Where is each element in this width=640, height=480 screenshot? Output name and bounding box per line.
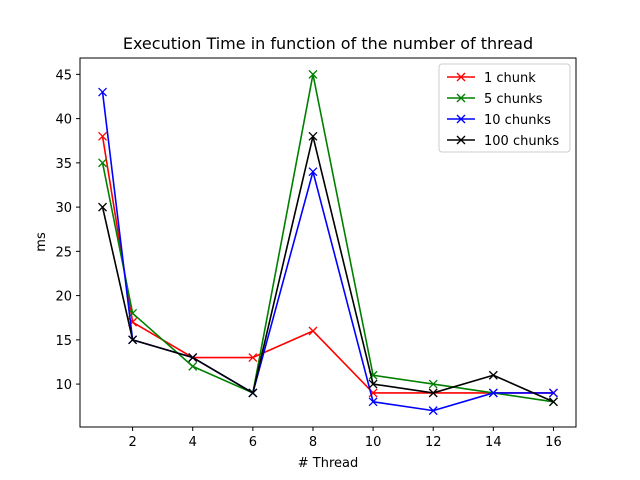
data-point (368, 379, 378, 389)
y-tick-label: 20 (55, 290, 72, 305)
x-tick-label: 12 (425, 435, 442, 450)
series-layer (98, 69, 558, 416)
y-axis: 10 15 20 25 30 35 40 45 (55, 68, 80, 393)
data-point (548, 388, 558, 398)
x-tick-label: 2 (128, 435, 136, 450)
data-point (98, 202, 108, 212)
data-point (248, 388, 258, 398)
data-point (308, 69, 318, 79)
data-point (368, 397, 378, 407)
legend-marker (456, 72, 466, 82)
legend-marker (456, 135, 466, 145)
series-3 (98, 131, 558, 407)
y-tick-label: 15 (55, 334, 72, 349)
x-tick-label: 16 (545, 435, 562, 450)
legend-marker (456, 93, 466, 103)
legend-marker (456, 114, 466, 124)
data-point (488, 370, 498, 380)
y-tick-label: 30 (55, 201, 72, 216)
y-tick-label: 45 (55, 68, 72, 83)
data-point (308, 131, 318, 141)
y-tick-label: 25 (55, 245, 72, 260)
data-point (488, 388, 498, 398)
y-tick-label: 40 (55, 113, 72, 128)
x-tick-label: 14 (485, 435, 502, 450)
legend-label: 100 chunks (484, 134, 559, 149)
plot-area (79, 57, 577, 428)
chart-title: Execution Time in function of the number… (123, 34, 533, 53)
data-point (98, 131, 108, 141)
data-point (428, 388, 438, 398)
y-tick-label: 35 (55, 157, 72, 172)
x-tick-label: 10 (365, 435, 382, 450)
data-point (128, 335, 138, 345)
x-tick-label: 4 (189, 435, 197, 450)
data-point (308, 326, 318, 336)
y-tick-label: 10 (55, 378, 72, 393)
x-tick-label: 8 (309, 435, 317, 450)
x-axis: 2 4 6 8 10 12 14 16 (128, 427, 562, 450)
data-point (428, 379, 438, 389)
data-point (188, 361, 198, 371)
legend-label: 10 chunks (484, 113, 551, 128)
legend-entry: 5 chunks (447, 92, 543, 107)
data-point (248, 353, 258, 362)
data-point (98, 158, 108, 168)
y-axis-label: ms (34, 232, 49, 252)
x-tick-label: 6 (249, 435, 257, 450)
legend: 1 chunk 5 chunks 10 chunks 100 chunks (438, 63, 571, 153)
legend-label: 1 chunk (484, 71, 536, 86)
x-axis-label: # Thread (298, 456, 358, 471)
legend-label: 5 chunks (484, 92, 543, 107)
data-point (98, 87, 108, 97)
data-point (188, 353, 198, 362)
legend-box (438, 63, 571, 153)
data-point (308, 167, 318, 177)
data-point (548, 397, 558, 407)
legend-entry: 1 chunk (447, 71, 536, 86)
legend-entry: 100 chunks (447, 134, 559, 149)
data-point (428, 406, 438, 416)
legend-entry: 10 chunks (447, 113, 551, 128)
plot-frame (79, 57, 577, 428)
